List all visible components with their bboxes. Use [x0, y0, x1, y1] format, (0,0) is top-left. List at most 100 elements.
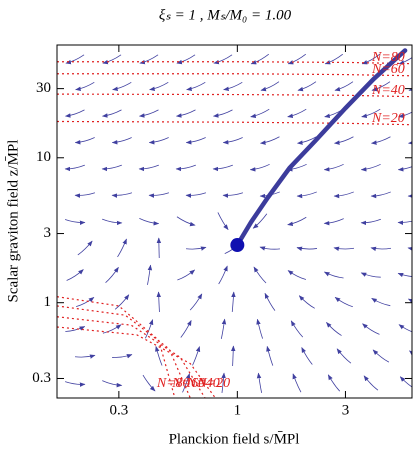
stream-arrow [334, 192, 354, 196]
stream-arrow [106, 267, 119, 282]
stream-arrow [112, 355, 132, 358]
stream-arrow [177, 217, 195, 225]
contour-label: N=20 [371, 111, 405, 126]
stream-arrow [288, 271, 306, 280]
stream-arrow [297, 248, 317, 249]
stream-arrow [409, 137, 417, 144]
stream-arrow [257, 319, 262, 338]
stream-arrow [408, 248, 417, 249]
stream-arrow [140, 110, 159, 116]
stream-arrow [65, 326, 84, 331]
stream-arrow [232, 292, 234, 312]
stream-arrow [187, 82, 206, 89]
stream-arrow [214, 110, 233, 116]
stream-arrow [335, 82, 353, 91]
stream-arrow [65, 220, 85, 223]
chart-title: ξₛ = 1 , Mₛ/M₀ = 1.00 [159, 7, 292, 23]
stream-arrow [361, 164, 380, 169]
stream-arrow [67, 270, 84, 281]
stream-arrow [159, 292, 160, 312]
stream-arrow [372, 298, 391, 305]
stream-arrow [254, 267, 266, 283]
plot-area [57, 50, 417, 398]
stream-arrow [250, 164, 269, 169]
stream-arrow [66, 110, 85, 116]
stream-arrow [398, 164, 417, 169]
stream-arrow [364, 376, 378, 390]
stream-arrow [177, 110, 196, 116]
stream-arrow [102, 219, 122, 223]
stream-arrow [265, 293, 275, 310]
stream-arrow [371, 248, 391, 249]
stream-arrow [261, 137, 280, 144]
x-axis-label: Planckion field s/M̄Pl [169, 431, 300, 447]
stream-arrow [223, 193, 243, 196]
stream-arrow [115, 295, 129, 310]
stream-arrow [288, 217, 307, 224]
stream-arrow [324, 272, 343, 278]
contour-label: N=60 [371, 62, 405, 77]
stream-arrow [324, 219, 343, 224]
stream-arrow [103, 110, 122, 116]
stream-arrow [181, 320, 191, 337]
stream-arrow [335, 137, 354, 144]
stream-arrow [156, 346, 162, 365]
stream-arrow [76, 82, 95, 89]
stream-arrow [299, 296, 314, 309]
stream-arrow [186, 247, 206, 249]
stream-arrow [408, 299, 417, 305]
stream-arrow [193, 347, 200, 366]
stream-arrow [145, 320, 152, 339]
stream-arrow [260, 247, 280, 249]
stream-arrow [139, 218, 158, 223]
stream-arrow [149, 137, 168, 142]
stream-arrow [190, 294, 202, 310]
contour-line [57, 62, 412, 64]
y-tick-label: 3 [44, 225, 52, 241]
contour-label: N=40 [371, 83, 405, 98]
stream-arrow [371, 192, 391, 196]
stream-arrow [302, 348, 313, 365]
stream-arrow [372, 137, 391, 144]
stream-arrow [297, 192, 317, 196]
stream-arrow [150, 82, 169, 89]
stream-arrow [177, 270, 194, 280]
x-tick-label: 0.3 [109, 402, 128, 418]
stream-arrow [65, 382, 85, 385]
stream-arrow [335, 297, 353, 306]
stream-arrow [233, 346, 234, 366]
stream-arrow [221, 319, 224, 339]
stream-arrow [399, 325, 417, 334]
stream-arrow [337, 349, 351, 363]
stream-arrow [293, 374, 301, 392]
y-tick-label: 1 [44, 294, 52, 310]
stream-arrow [75, 355, 95, 357]
contour-label: N=20 [196, 376, 230, 391]
contour-line [57, 74, 412, 76]
stream-arrow [112, 137, 131, 142]
stream-arrow [147, 265, 150, 285]
stream-arrow [112, 193, 132, 196]
stream-arrow [176, 165, 196, 169]
y-axis-label: Scalar graviton field z/M̄Pl [5, 140, 21, 303]
stream-arrow [261, 82, 279, 91]
attractor-point [230, 238, 244, 252]
stream-arrow [218, 212, 228, 229]
stream-arrow [398, 273, 417, 276]
stream-arrow [149, 193, 169, 196]
stream-arrow [258, 373, 261, 393]
stream-arrow [65, 165, 85, 169]
y-tick-label: 10 [36, 149, 51, 165]
stream-arrow [361, 273, 381, 277]
stream-arrow [143, 375, 155, 391]
stream-arrow [408, 192, 417, 196]
stream-arrow [117, 239, 126, 257]
stream-arrow [139, 165, 159, 169]
x-tick-label: 1 [234, 402, 242, 418]
stream-arrow [326, 322, 341, 335]
stream-arrow [186, 193, 206, 196]
stream-arrow [76, 297, 94, 306]
stream-arrow [186, 137, 205, 142]
stream-arrow [75, 137, 94, 142]
